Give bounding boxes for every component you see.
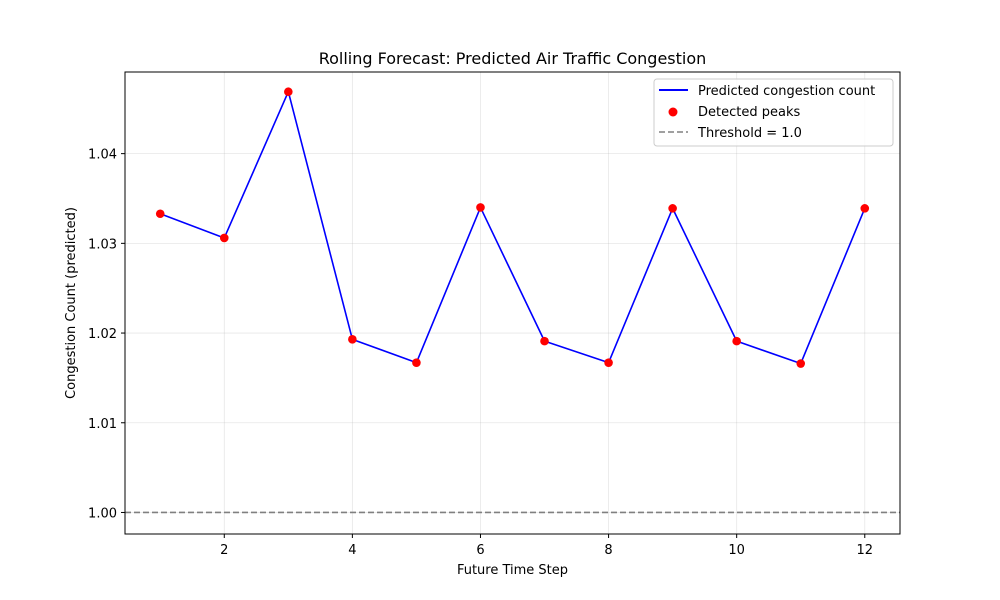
legend-box [653, 78, 894, 147]
peak-point [796, 359, 806, 368]
legend: Predicted congestion count Detected peak… [653, 78, 894, 147]
x-tick-label: 10 [728, 543, 745, 558]
y-tick-label: 1.02 [88, 327, 117, 342]
y-tick-label: 1.04 [88, 148, 117, 163]
legend-label-threshold: Threshold = 1.0 [697, 126, 802, 141]
grid [125, 72, 900, 534]
y-tick-label: 1.03 [88, 237, 117, 252]
chart-title: Rolling Forecast: Predicted Air Traffic … [319, 49, 707, 68]
y-axis-label: Congestion Count (predicted) [64, 207, 79, 399]
series-layer [159, 90, 866, 365]
peak-point [732, 336, 741, 346]
points-layer [155, 87, 870, 368]
y-axis-ticks: 1.00 1.01 1.02 1.03 1.04 [88, 148, 125, 521]
peak-point [540, 336, 549, 346]
legend-marker-swatch [668, 107, 678, 117]
peak-point [155, 209, 165, 219]
peak-point [604, 358, 613, 367]
predicted-congestion-line [159, 90, 866, 365]
x-axis-ticks: 2 4 6 8 10 12 [220, 534, 873, 558]
peak-point [219, 233, 229, 243]
x-axis-label: Future Time Step [457, 563, 568, 578]
legend-label-predicted: Predicted congestion count [698, 84, 875, 99]
y-tick-label: 1.01 [88, 417, 117, 432]
x-tick-label: 12 [856, 543, 873, 558]
peak-point [284, 87, 293, 97]
peak-point [668, 204, 677, 213]
peak-point [860, 204, 870, 213]
peak-point [348, 335, 357, 344]
x-tick-label: 2 [220, 543, 228, 558]
x-tick-label: 4 [348, 543, 356, 558]
legend-label-peaks: Detected peaks [698, 105, 800, 120]
y-tick-label: 1.00 [88, 506, 117, 521]
x-tick-label: 6 [476, 543, 484, 558]
peak-point [412, 358, 421, 367]
plot-frame [124, 71, 901, 535]
x-tick-label: 8 [604, 543, 612, 558]
peak-point [476, 203, 485, 212]
